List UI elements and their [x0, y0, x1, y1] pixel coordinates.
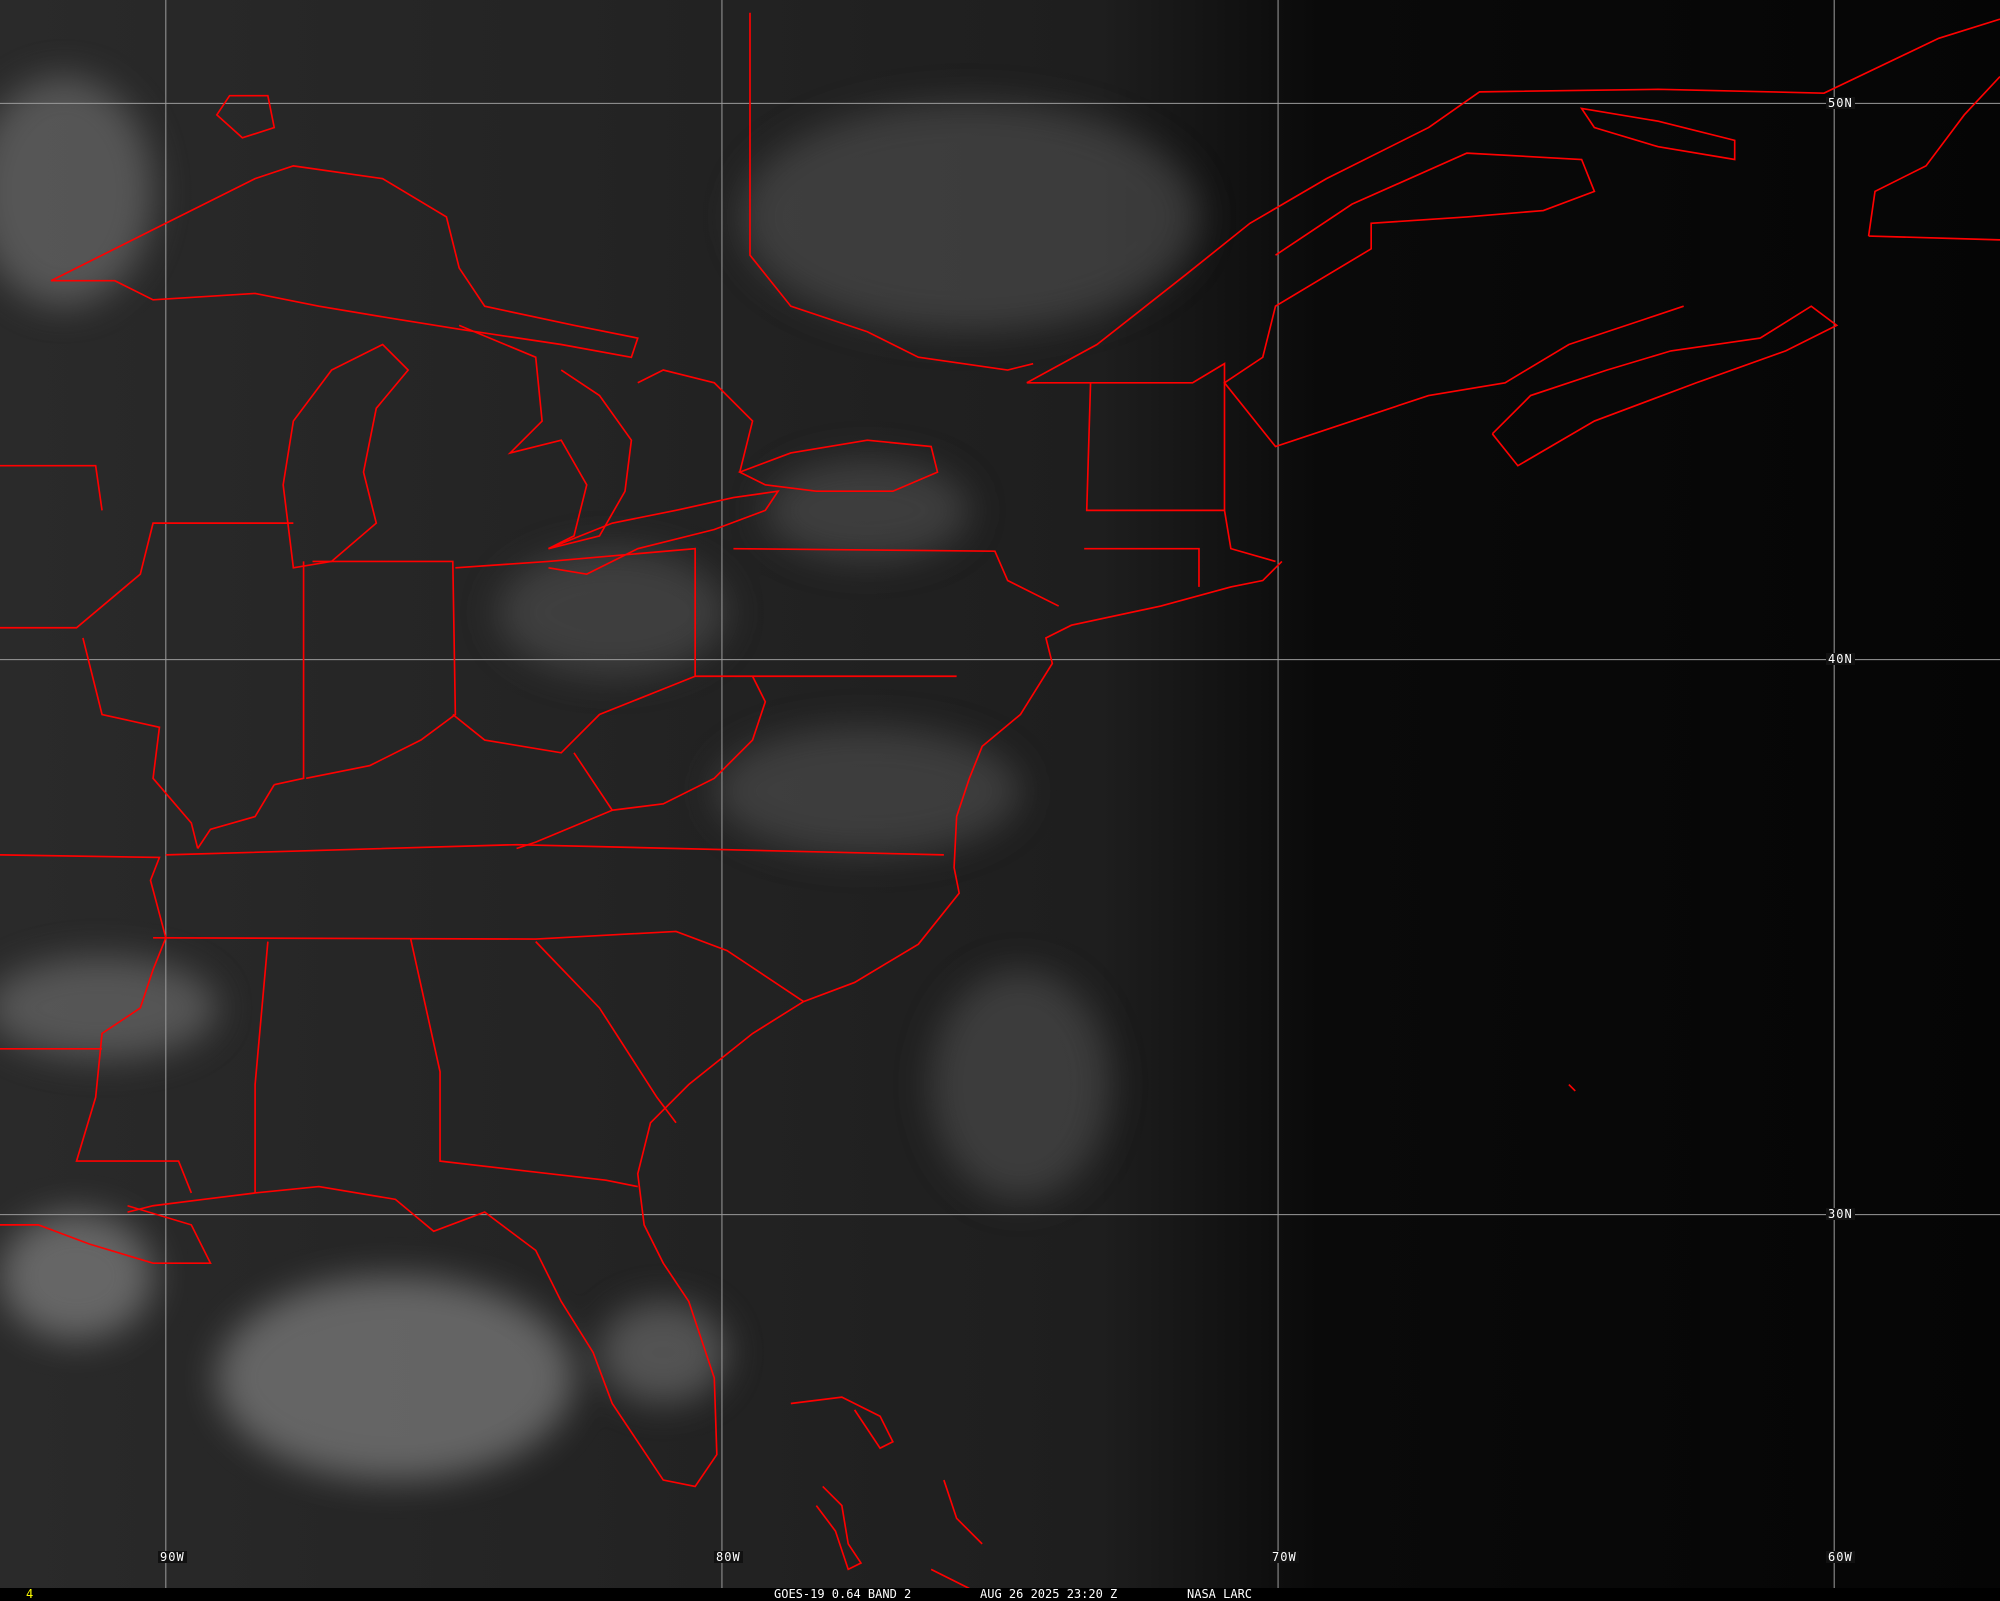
source-label: NASA LARC	[1187, 1587, 1253, 1601]
caption-bar: 4 GOES-19 0.64 BAND 2 AUG 26 2025 23:20 …	[0, 1588, 2000, 1600]
latitude-label-50n: 50N	[1826, 96, 1855, 110]
product-label: GOES-19 0.64 BAND 2	[774, 1587, 912, 1601]
clouds	[0, 76, 1199, 1481]
longitude-label-70w: 70W	[1270, 1550, 1299, 1564]
datetime-label: AUG 26 2025 23:20 Z	[980, 1587, 1118, 1601]
longitude-label-60w: 60W	[1826, 1550, 1855, 1564]
longitude-label-80w: 80W	[714, 1550, 743, 1564]
political-boundaries	[0, 12, 2000, 1590]
frame-number: 4	[26, 1587, 34, 1601]
latitude-label-30n: 30N	[1826, 1207, 1855, 1221]
latitude-label-40n: 40N	[1826, 652, 1855, 666]
longitude-label-90w: 90W	[158, 1550, 187, 1564]
